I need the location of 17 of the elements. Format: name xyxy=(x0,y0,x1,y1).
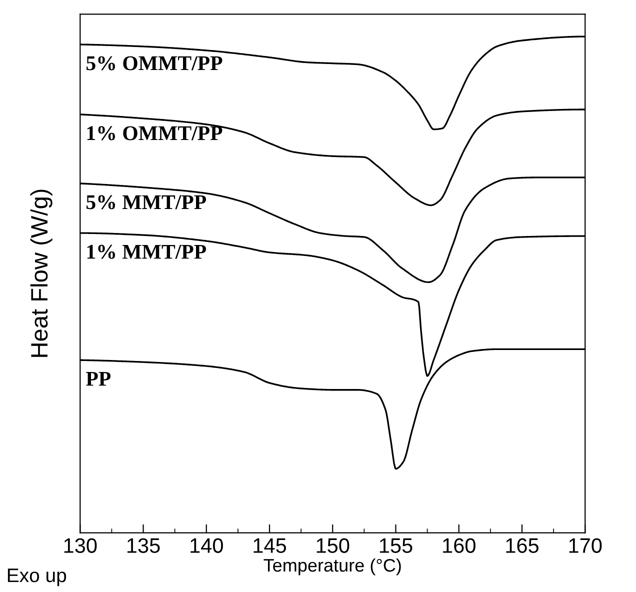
series-label: 1% OMMT/PP xyxy=(87,126,222,140)
series-label: PP xyxy=(86,372,111,386)
x-axis-title: Temperature (°C) xyxy=(264,558,401,576)
x-tick-label: 150 xyxy=(316,538,350,553)
series-label: 5% OMMT/PP xyxy=(86,56,222,70)
x-tick-label: 155 xyxy=(380,538,412,553)
x-tick-label: 135 xyxy=(127,538,160,553)
text: Exo up xyxy=(8,568,66,586)
series-label: 5% MMT/PP xyxy=(86,195,206,210)
x-tick-label: 165 xyxy=(506,538,539,553)
x-tick-label: 160 xyxy=(443,538,476,553)
y-axis-title: Heat Flow (W/g) xyxy=(30,190,52,357)
series-label: 1% MMT/PP xyxy=(87,244,206,259)
x-tick-label: 145 xyxy=(254,538,286,553)
x-tick-label: 140 xyxy=(190,538,223,553)
x-tick-label: 130 xyxy=(64,538,97,553)
x-tick-label: 170 xyxy=(569,538,602,553)
